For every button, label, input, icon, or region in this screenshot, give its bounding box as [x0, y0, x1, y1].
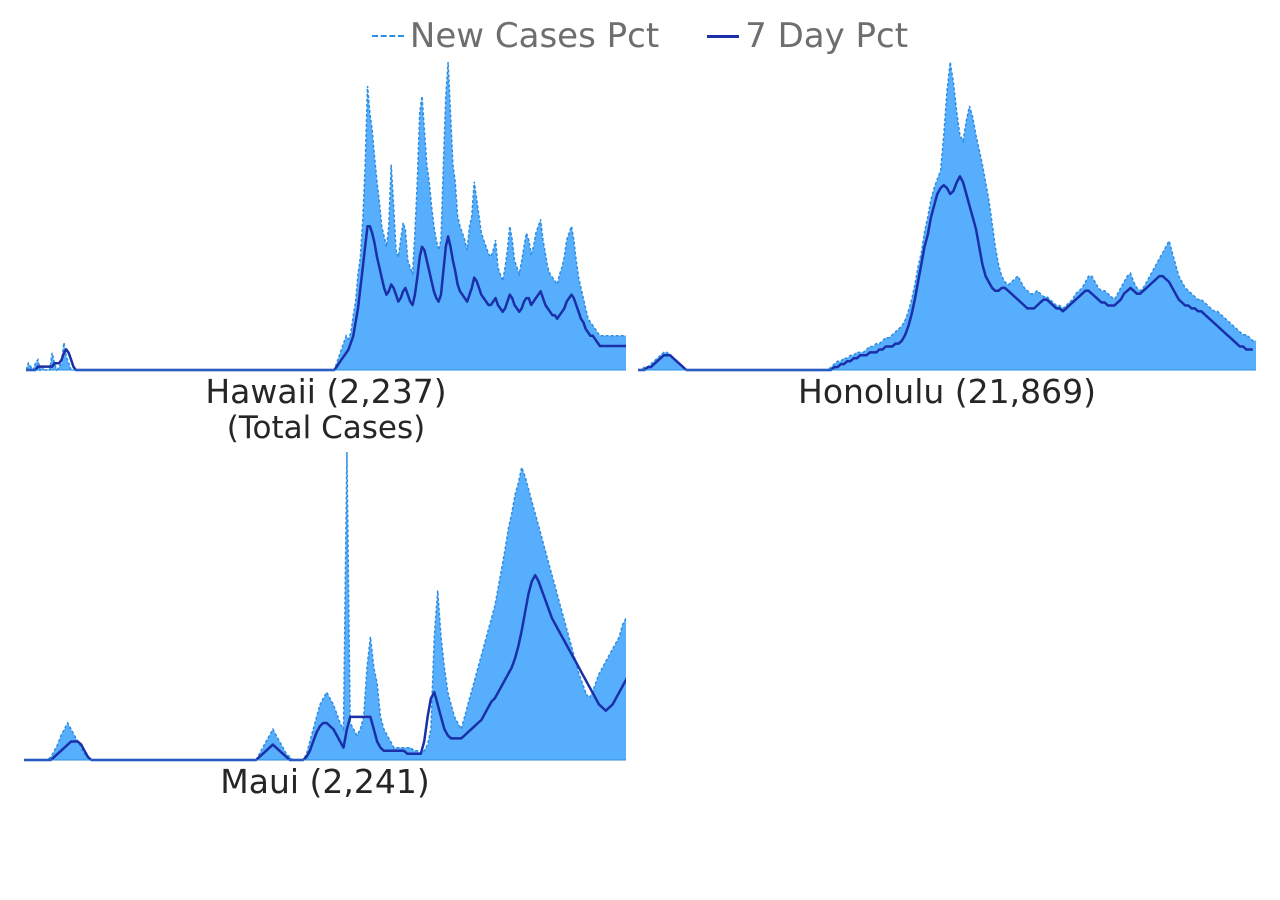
new-cases-area: [24, 452, 626, 760]
panel-title-honolulu: Honolulu (21,869): [798, 372, 1096, 411]
chart-panel-honolulu: Honolulu (21,869): [638, 60, 1256, 420]
chart-svg-maui: [24, 451, 626, 762]
panel-subtitle-hawaii: (Total Cases): [226, 410, 426, 446]
legend-item-new-cases[interactable]: New Cases Pct: [371, 14, 660, 58]
new-cases-area: [638, 62, 1256, 370]
new-cases-line: [24, 451, 626, 761]
chart-svg-hawaii: [26, 61, 626, 372]
dashed-line-icon: [371, 35, 404, 37]
chart-panel-maui: Maui (2,241): [24, 450, 626, 810]
chart-panel-hawaii: Hawaii (2,237) (Total Cases): [26, 60, 626, 446]
legend: New Cases Pct 7 Day Pct: [0, 14, 1280, 58]
solid-line-icon: [707, 34, 740, 38]
new-cases-area: [26, 62, 626, 370]
legend-item-7-day[interactable]: 7 Day Pct: [707, 14, 908, 58]
legend-label-new-cases: New Cases Pct: [409, 16, 660, 56]
chart-svg-honolulu: [638, 61, 1256, 372]
panel-title-hawaii: Hawaii (2,237): [205, 372, 447, 411]
legend-label-7-day: 7 Day Pct: [745, 16, 909, 56]
panel-title-maui: Maui (2,241): [220, 762, 430, 801]
